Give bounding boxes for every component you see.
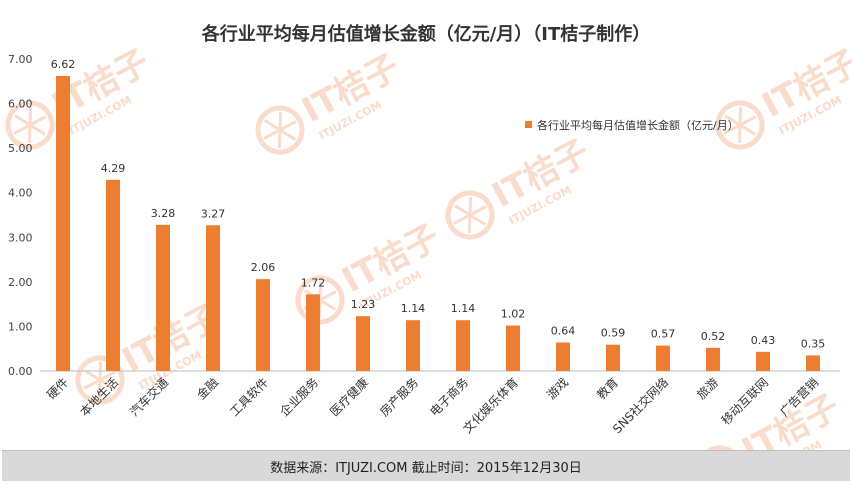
watermark-orange-icon xyxy=(5,100,55,150)
bar-value-label: 0.64 xyxy=(551,324,576,337)
bar-value-label: 0.57 xyxy=(651,328,676,341)
bar xyxy=(456,320,470,371)
bar xyxy=(506,325,520,371)
bar-value-label: 1.14 xyxy=(401,302,426,315)
bar-value-label: 6.62 xyxy=(51,58,76,71)
x-tick-label: 工具软件 xyxy=(227,375,271,419)
bar xyxy=(656,345,670,371)
bar xyxy=(806,355,820,371)
bar-value-label: 4.29 xyxy=(101,162,126,175)
y-tick-label: 3.00 xyxy=(8,231,33,244)
bar xyxy=(106,179,120,371)
bar-value-label: 1.23 xyxy=(351,298,376,311)
value-labels: 6.62 4.29 3.28 3.27 2.06 1.72 1.23 1.14 1.14 1.02… xyxy=(51,58,826,350)
bar xyxy=(206,225,220,371)
y-tick-label: 5.00 xyxy=(8,142,33,155)
bar-value-label: 0.52 xyxy=(701,330,726,343)
bar xyxy=(406,320,420,371)
legend: 各行业平均每月估值增长金额（亿元/月） xyxy=(525,118,739,132)
bar xyxy=(156,224,170,371)
bar-value-label: 0.59 xyxy=(601,327,626,340)
y-tick-label: 0.00 xyxy=(8,365,33,378)
watermark-orange-icon xyxy=(715,100,765,150)
bar-value-label: 1.02 xyxy=(501,308,526,321)
y-tick-label: 7.00 xyxy=(8,53,33,66)
y-tick-label: 1.00 xyxy=(8,320,33,333)
bar-value-label: 2.06 xyxy=(251,261,276,274)
x-tick-label: 游戏 xyxy=(544,375,571,402)
legend-swatch xyxy=(525,121,532,128)
x-tick-label: 企业服务 xyxy=(277,375,322,420)
bar xyxy=(356,316,370,371)
bar-value-label: 1.72 xyxy=(301,276,326,289)
x-tick-label: 金融 xyxy=(194,375,222,403)
bar xyxy=(706,347,720,371)
chart-title: 各行业平均每月估值增长金额（亿元/月）（IT桔子制作） xyxy=(201,24,651,45)
x-tick-label: 硬件 xyxy=(44,375,71,402)
legend-label: 各行业平均每月估值增长金额（亿元/月） xyxy=(537,118,739,132)
bar-value-label: 0.35 xyxy=(801,337,826,350)
bar xyxy=(306,294,320,371)
watermark-orange-icon xyxy=(295,275,345,325)
source-note: 数据来源：ITJUZI.COM 截止时间：2015年12月30日 xyxy=(270,461,582,476)
bar xyxy=(256,279,270,371)
bar xyxy=(606,344,620,371)
x-tick-label: 移动互联网 xyxy=(719,375,771,427)
watermark-orange-icon xyxy=(445,190,495,240)
y-axis: 0.00 1.00 2.00 3.00 4.00 5.00 6.00 7.00 xyxy=(8,53,33,378)
watermark-orange-icon xyxy=(255,105,305,155)
x-tick-label: 旅游 xyxy=(694,375,721,402)
x-tick-label: 医疗健康 xyxy=(327,375,372,420)
bar xyxy=(556,342,570,371)
y-tick-label: 2.00 xyxy=(8,276,33,289)
x-tick-label: 教育 xyxy=(594,375,622,403)
bar-value-label: 3.28 xyxy=(151,207,176,220)
y-tick-label: 6.00 xyxy=(8,98,33,111)
bars xyxy=(56,75,820,372)
y-tick-label: 4.00 xyxy=(8,187,33,200)
bar xyxy=(56,75,70,372)
bar-value-label: 3.27 xyxy=(201,207,226,220)
bar-value-label: 0.43 xyxy=(751,334,776,347)
x-tick-label: 电子商务 xyxy=(427,375,472,420)
bar xyxy=(756,351,770,371)
x-tick-label: 房产服务 xyxy=(377,375,422,420)
bar-value-label: 1.14 xyxy=(451,302,476,315)
footer: 数据来源：ITJUZI.COM 截止时间：2015年12月30日 xyxy=(2,450,850,481)
